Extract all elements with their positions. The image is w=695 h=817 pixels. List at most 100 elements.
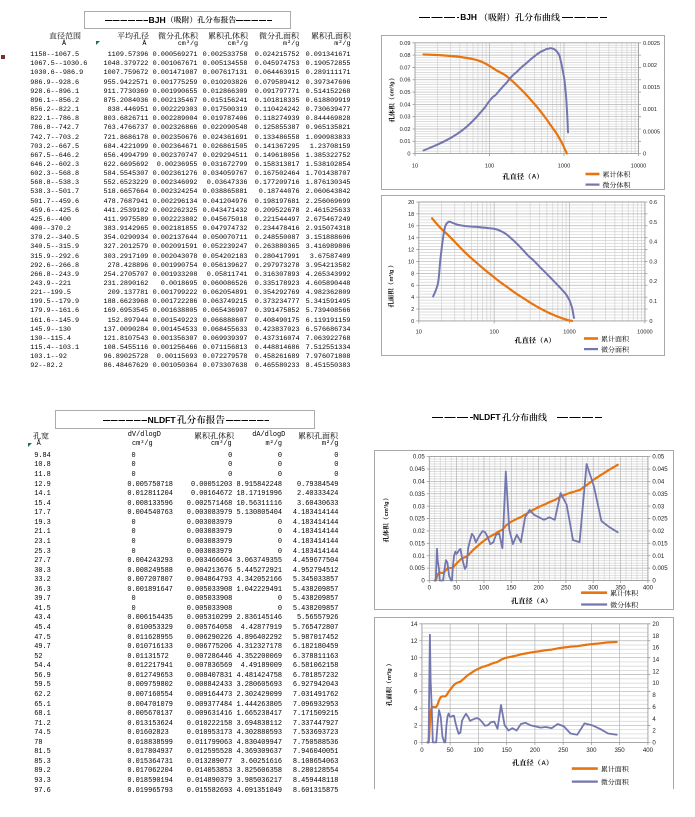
svg-text:0.4: 0.4 — [649, 240, 657, 246]
svg-text:0: 0 — [427, 585, 431, 592]
svg-text:0.02: 0.02 — [400, 127, 411, 133]
svg-text:300: 300 — [586, 747, 597, 754]
svg-text:2: 2 — [652, 727, 656, 734]
svg-text:10: 10 — [412, 164, 418, 170]
svg-text:6: 6 — [652, 704, 656, 711]
svg-text:0: 0 — [652, 578, 656, 585]
svg-text:0.5: 0.5 — [649, 220, 657, 226]
svg-text:0: 0 — [421, 578, 425, 585]
svg-text:0: 0 — [411, 319, 414, 325]
svg-text:100: 100 — [479, 585, 490, 592]
svg-text:0: 0 — [643, 152, 646, 158]
svg-text:250: 250 — [558, 747, 569, 754]
svg-text:0.015: 0.015 — [409, 541, 425, 548]
svg-text:1000: 1000 — [563, 330, 575, 336]
svg-text:0.002: 0.002 — [643, 63, 657, 69]
svg-text:m²/g: m²/g — [386, 668, 393, 680]
svg-text:100: 100 — [473, 747, 484, 754]
svg-text:14: 14 — [408, 236, 414, 242]
svg-text:0.035: 0.035 — [652, 491, 668, 498]
svg-text:0.01: 0.01 — [413, 553, 425, 560]
svg-text:0.025: 0.025 — [409, 516, 425, 523]
svg-text:cm³/g: cm³/g — [383, 501, 390, 517]
svg-text:2: 2 — [414, 722, 418, 729]
svg-text:20: 20 — [408, 200, 414, 206]
svg-text:0.005: 0.005 — [652, 565, 668, 572]
svg-text:A: A — [540, 598, 545, 605]
svg-text:0.05: 0.05 — [652, 454, 664, 461]
svg-text:200: 200 — [533, 585, 544, 592]
svg-text:10: 10 — [408, 260, 414, 266]
svg-text:18: 18 — [408, 212, 414, 218]
svg-text:16: 16 — [652, 644, 659, 651]
svg-text:0: 0 — [652, 739, 656, 746]
svg-text:0.03: 0.03 — [400, 115, 411, 121]
svg-text:0.08: 0.08 — [400, 53, 411, 59]
svg-text:16: 16 — [408, 224, 414, 230]
svg-text:0.02: 0.02 — [413, 528, 425, 535]
svg-text:0.001: 0.001 — [643, 107, 657, 113]
svg-text:0.05: 0.05 — [413, 454, 425, 461]
svg-text:10: 10 — [652, 680, 659, 687]
svg-text:12: 12 — [411, 638, 418, 645]
svg-text:0.005: 0.005 — [409, 565, 425, 572]
svg-text:0.07: 0.07 — [400, 65, 411, 71]
svg-text:14: 14 — [652, 656, 659, 663]
svg-text:350: 350 — [615, 585, 626, 592]
svg-text:10: 10 — [411, 655, 418, 662]
svg-text:12: 12 — [408, 248, 414, 254]
svg-text:0.06: 0.06 — [400, 78, 411, 84]
svg-text:0.0015: 0.0015 — [643, 85, 660, 91]
svg-text:0.03: 0.03 — [413, 503, 425, 510]
svg-text:100: 100 — [485, 164, 494, 170]
svg-text:6: 6 — [414, 688, 418, 695]
svg-text:4: 4 — [411, 295, 414, 301]
svg-text:0.0005: 0.0005 — [643, 129, 660, 135]
svg-text:2: 2 — [411, 307, 414, 313]
svg-text:50: 50 — [453, 585, 460, 592]
svg-text:14: 14 — [411, 621, 418, 628]
svg-text:100: 100 — [490, 330, 499, 336]
svg-text:0: 0 — [407, 152, 410, 158]
svg-text:50: 50 — [447, 747, 454, 754]
svg-text:400: 400 — [643, 747, 654, 754]
svg-text:A: A — [532, 174, 537, 181]
svg-text:cm³/g: cm³/g — [389, 81, 396, 97]
svg-text:250: 250 — [561, 585, 572, 592]
svg-text:0.01: 0.01 — [400, 139, 411, 145]
svg-text:0.025: 0.025 — [652, 516, 668, 523]
svg-text:0.04: 0.04 — [652, 479, 664, 486]
svg-text:0.01: 0.01 — [652, 553, 664, 560]
svg-text:350: 350 — [614, 747, 625, 754]
svg-text:20: 20 — [652, 621, 659, 628]
svg-text:0.045: 0.045 — [652, 466, 668, 473]
svg-text:0: 0 — [420, 747, 424, 754]
svg-text:0.045: 0.045 — [409, 466, 425, 473]
svg-text:10: 10 — [416, 330, 422, 336]
svg-text:0.04: 0.04 — [400, 102, 411, 108]
svg-text:0.035: 0.035 — [409, 491, 425, 498]
svg-text:0.1: 0.1 — [649, 299, 657, 305]
svg-text:8: 8 — [411, 272, 414, 278]
svg-text:m²/g: m²/g — [388, 270, 395, 282]
svg-text:0.02: 0.02 — [652, 528, 664, 535]
svg-text:0.05: 0.05 — [400, 90, 411, 96]
svg-text:8: 8 — [652, 692, 656, 699]
svg-text:0.6: 0.6 — [649, 200, 657, 206]
svg-text:0.3: 0.3 — [649, 260, 657, 266]
svg-text:10000: 10000 — [631, 164, 647, 170]
svg-text:A: A — [544, 338, 549, 345]
svg-text:0: 0 — [649, 319, 652, 325]
svg-text:18: 18 — [652, 633, 659, 640]
svg-text:12: 12 — [652, 668, 659, 675]
svg-text:1000: 1000 — [558, 164, 570, 170]
svg-text:4: 4 — [652, 716, 656, 723]
svg-text:300: 300 — [588, 585, 599, 592]
svg-text:0.2: 0.2 — [649, 280, 657, 286]
svg-text:0.015: 0.015 — [652, 541, 668, 548]
svg-text:0.09: 0.09 — [400, 41, 411, 47]
svg-text:150: 150 — [506, 585, 517, 592]
svg-text:4: 4 — [414, 705, 418, 712]
svg-text:10000: 10000 — [637, 330, 653, 336]
svg-text:400: 400 — [643, 585, 654, 592]
